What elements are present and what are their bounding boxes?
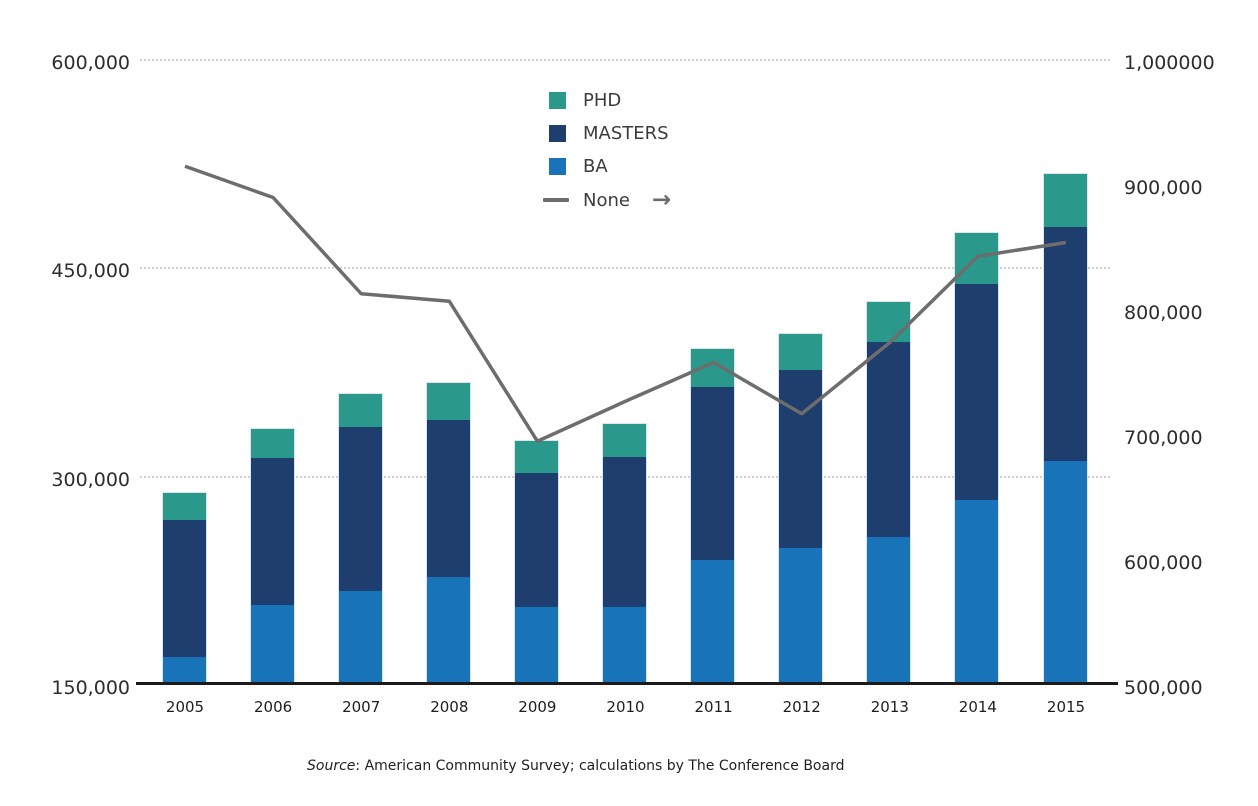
bar-2015 [1042,173,1088,685]
none-line-series [184,164,1067,443]
ba-segment-2012 [779,547,823,684]
ba-segment-2005 [162,656,206,684]
left-axis-label-150,000: 150,000 [51,677,130,699]
legend-item-none: None → [543,186,672,213]
legend-label: PHD [583,89,622,111]
masters-segment-2010 [603,456,646,607]
phd-segment-2015 [1043,174,1087,227]
masters-segment-2015 [1043,226,1087,461]
phd-segment-2012 [779,333,823,370]
masters-segment-2013 [867,342,911,537]
source-label: Source [307,758,356,774]
legend-label: MASTERS [583,122,669,144]
masters-segment-2006 [250,457,294,605]
masters-segment-2008 [426,420,470,578]
x-tick-label-2008: 2008 [430,698,469,716]
legend-item-masters: MASTERS [543,122,669,144]
phd-segment-2006 [250,429,294,458]
left-axis-label-450,000: 450,000 [51,260,130,283]
left-axis-label-600,000: 600,000 [51,52,130,74]
phd-segment-2007 [338,393,382,428]
x-tick-label-2007: 2007 [342,698,381,716]
x-tick-label-2015: 2015 [1046,698,1086,716]
right-axis-label-1,000000: 1,000000 [1124,52,1215,74]
none-line-path [184,164,1067,443]
x-tick-label-2010: 2010 [606,698,645,716]
ba-segment-2011 [691,560,735,684]
phd-segment-2008 [426,382,470,421]
legend-item-ba: BA [543,155,608,177]
gridline-600,000 [140,59,1110,61]
x-tick-label-2014: 2014 [958,698,997,716]
x-tick-label-2009: 2009 [518,698,557,716]
right-axis-label-600,000: 600,000 [1124,552,1203,574]
legend-label: BA [583,155,608,177]
masters-segment-2005 [162,519,206,657]
right-axis-label-700,000: 700,000 [1124,427,1203,449]
ba-segment-2015 [1043,460,1087,684]
bar-2010 [602,422,647,685]
ba-segment-2007 [338,590,382,684]
bar-2009 [513,439,559,685]
ba-segment-2013 [867,536,911,684]
ba-segment-2006 [250,604,294,684]
bar-2013 [866,300,912,685]
masters-swatch-icon [549,124,566,142]
phd-segment-2005 [162,492,206,520]
phd-segment-2010 [603,423,646,457]
right-axis-label-900,000: 900,000 [1124,177,1203,199]
source-note: Source: American Community Survey; calcu… [307,758,844,774]
masters-segment-2012 [779,369,823,548]
masters-segment-2014 [955,283,999,501]
ba-segment-2010 [603,606,646,684]
legend-item-phd: PHD [543,89,621,111]
left-axis-label-300,000: 300,000 [51,468,130,491]
bar-2005 [161,491,207,685]
bar-2011 [690,348,736,685]
legend-label: None [583,189,630,211]
plot-area [136,59,1118,685]
right-axis-label-800,000: 800,000 [1124,302,1203,324]
masters-segment-2011 [691,387,735,561]
bar-2012 [778,332,824,685]
right-axis-arrow-icon: → [651,186,672,213]
masters-segment-2007 [338,427,382,591]
x-tick-label-2013: 2013 [870,698,909,716]
ba-segment-2009 [514,606,558,684]
ba-segment-2008 [426,577,470,684]
x-tick-label-2011: 2011 [694,698,733,716]
ba-segment-2014 [955,500,999,684]
x-tick-label-2012: 2012 [782,698,821,716]
x-tick-label-2005: 2005 [165,698,205,716]
bar-2007 [337,392,383,685]
bar-2006 [249,428,295,685]
bar-2008 [425,381,471,685]
gridline-450,000 [140,267,1110,270]
masters-segment-2009 [514,472,558,607]
phd-swatch-icon [549,91,566,109]
phd-segment-2009 [514,440,558,473]
x-tick-label-2006: 2006 [254,698,293,716]
ba-swatch-icon [549,157,566,175]
x-axis-line [136,682,1118,685]
phd-segment-2013 [867,301,911,343]
source-text: : American Community Survey; calculation… [355,758,845,774]
right-axis-label-500,000: 500,000 [1124,677,1203,699]
line-swatch-icon [543,198,569,202]
